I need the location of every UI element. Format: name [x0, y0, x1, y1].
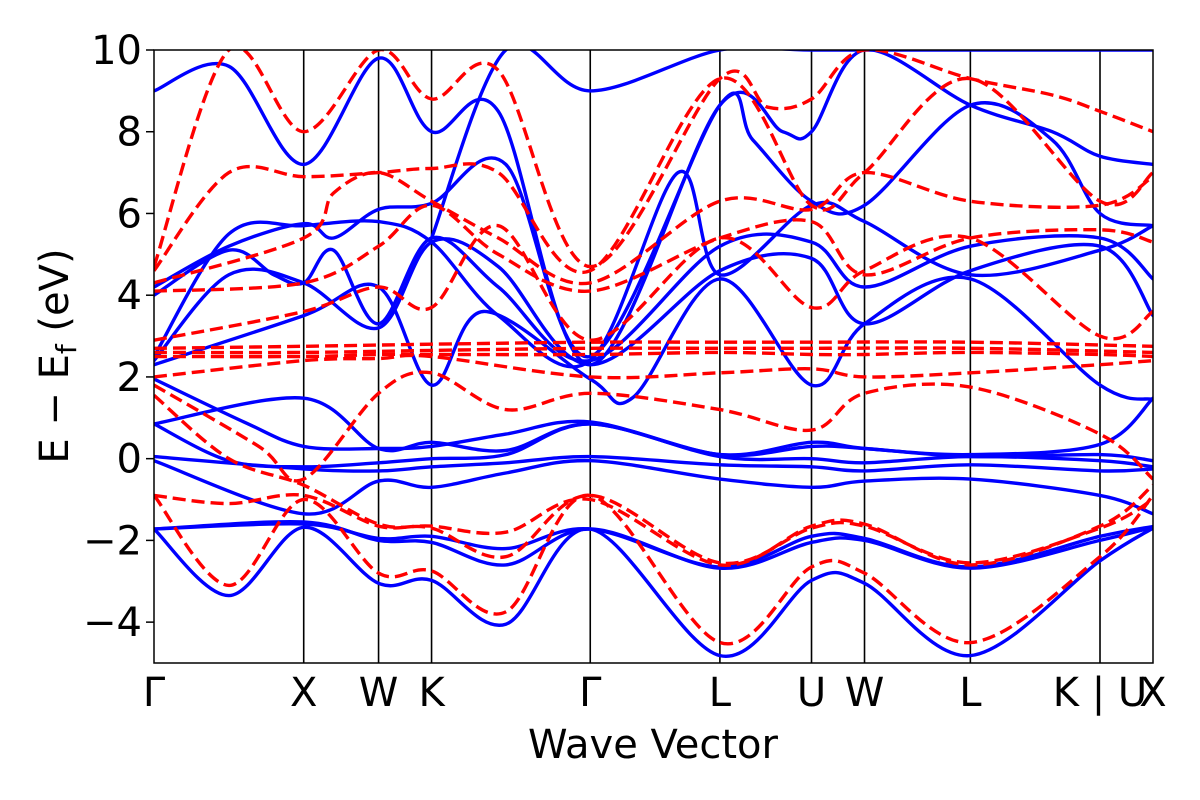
x-tick-label: U — [797, 670, 826, 716]
dashed-band-line — [154, 50, 1153, 269]
y-axis-label-unit: (eV) — [32, 248, 78, 344]
x-tick-label: W — [845, 670, 885, 716]
y-tick-label: 10 — [91, 28, 142, 74]
dashed-band-line — [154, 223, 1153, 342]
solid-band-line — [154, 169, 1153, 369]
band-lines — [154, 50, 1153, 658]
x-tick-label: Γ — [143, 670, 166, 716]
dashed-band-line — [154, 493, 1153, 566]
dashed-band-line — [154, 394, 1153, 567]
x-tick-label: Γ — [579, 670, 602, 716]
x-tick-label: X — [1139, 670, 1166, 716]
y-tick-label: −4 — [83, 600, 142, 646]
x-tick-label: K — [418, 670, 446, 716]
y-tick-label: −2 — [83, 518, 142, 564]
solid-band-line — [154, 50, 1153, 367]
solid-band-line — [154, 522, 1153, 569]
solid-band-line — [154, 458, 1153, 516]
solid-band-line — [154, 454, 1153, 473]
dashed-band-line — [154, 170, 1153, 286]
dashed-band-line — [154, 203, 1153, 293]
y-tick-label: 8 — [117, 110, 142, 156]
y-tick-label: 6 — [117, 191, 142, 237]
plot-frame — [153, 49, 1154, 664]
dashed-band-line — [154, 353, 1153, 380]
dashed-band-line — [154, 350, 1153, 359]
dashed-band-line — [154, 493, 1153, 646]
y-tick-label: 4 — [117, 273, 142, 319]
y-axis: −4 −2 0 2 4 6 8 10 — [83, 28, 154, 646]
dashed-band-line — [154, 370, 1153, 483]
y-tick-label: 2 — [117, 355, 142, 401]
dashed-band-line — [154, 346, 1153, 355]
y-axis-label: E − Ef (eV) — [32, 248, 83, 463]
solid-band-line — [154, 377, 1153, 463]
x-tick-label: L — [959, 670, 982, 716]
y-axis-label-subscript: f — [50, 343, 83, 354]
dashed-band-line — [154, 340, 1153, 350]
y-axis-label-main: E − E — [32, 354, 78, 464]
x-tick-label: L — [709, 670, 732, 716]
y-tick-label: 0 — [117, 437, 142, 483]
x-axis-label: Wave Vector — [528, 722, 779, 768]
x-tick-label: X — [290, 670, 317, 716]
x-tick-label: K | U — [1053, 670, 1147, 716]
x-tick-label: W — [359, 670, 399, 716]
